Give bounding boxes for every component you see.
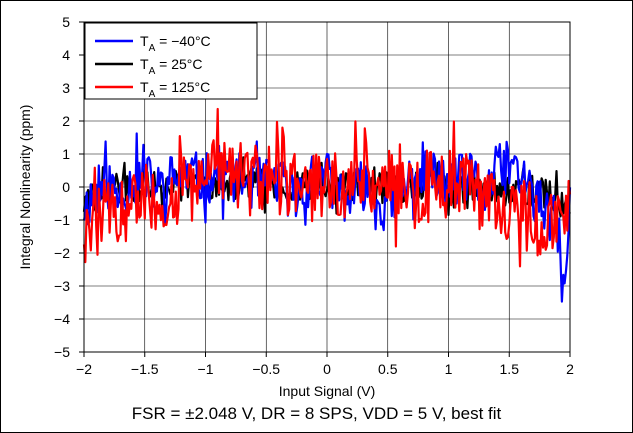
x-tick-label: 0 [323, 361, 331, 377]
y-tick-label: 3 [62, 80, 70, 96]
x-tick-label: 1.5 [500, 361, 520, 377]
x-tick-label: −1 [198, 361, 214, 377]
x-tick-label: −0.5 [252, 361, 280, 377]
y-tick-label: −4 [54, 311, 70, 327]
chart-caption: FSR = ±2.048 V, DR = 8 SPS, VDD = 5 V, b… [131, 404, 502, 423]
x-tick-label: −2 [76, 361, 92, 377]
y-tick-label: −2 [54, 245, 70, 261]
legend-label: TA = 125°C [140, 79, 210, 100]
legend: TA = −40°CTA = 25°CTA = 125°C [84, 22, 258, 100]
series-layer [82, 107, 572, 303]
legend-label: TA = −40°C [140, 33, 211, 54]
y-axis-title: Integral Nonlinearity (ppm) [17, 105, 33, 270]
y-tick-label: 4 [62, 47, 70, 63]
x-tick-label: 2 [566, 361, 574, 377]
x-tick-label: 0.5 [378, 361, 398, 377]
x-tick-label: 1 [445, 361, 453, 377]
x-axis-title: Input Signal (V) [279, 383, 376, 399]
legend-label: TA = 25°C [140, 56, 202, 77]
series-line [82, 107, 572, 268]
y-tick-label: −1 [54, 212, 70, 228]
y-tick-label: −3 [54, 278, 70, 294]
y-tick-label: 2 [62, 113, 70, 129]
y-tick-label: 5 [62, 14, 70, 30]
y-tick-label: 1 [62, 146, 70, 162]
x-tick-label: −1.5 [131, 361, 159, 377]
y-tick-label: 0 [62, 179, 70, 195]
ticks: −2 −1.5 −1 −0.5 0 0.5 1 1.5 2 5 4 3 2 1 0 −1 −2 −3 −4 −5 [54, 14, 574, 377]
y-tick-label: −5 [54, 344, 70, 360]
